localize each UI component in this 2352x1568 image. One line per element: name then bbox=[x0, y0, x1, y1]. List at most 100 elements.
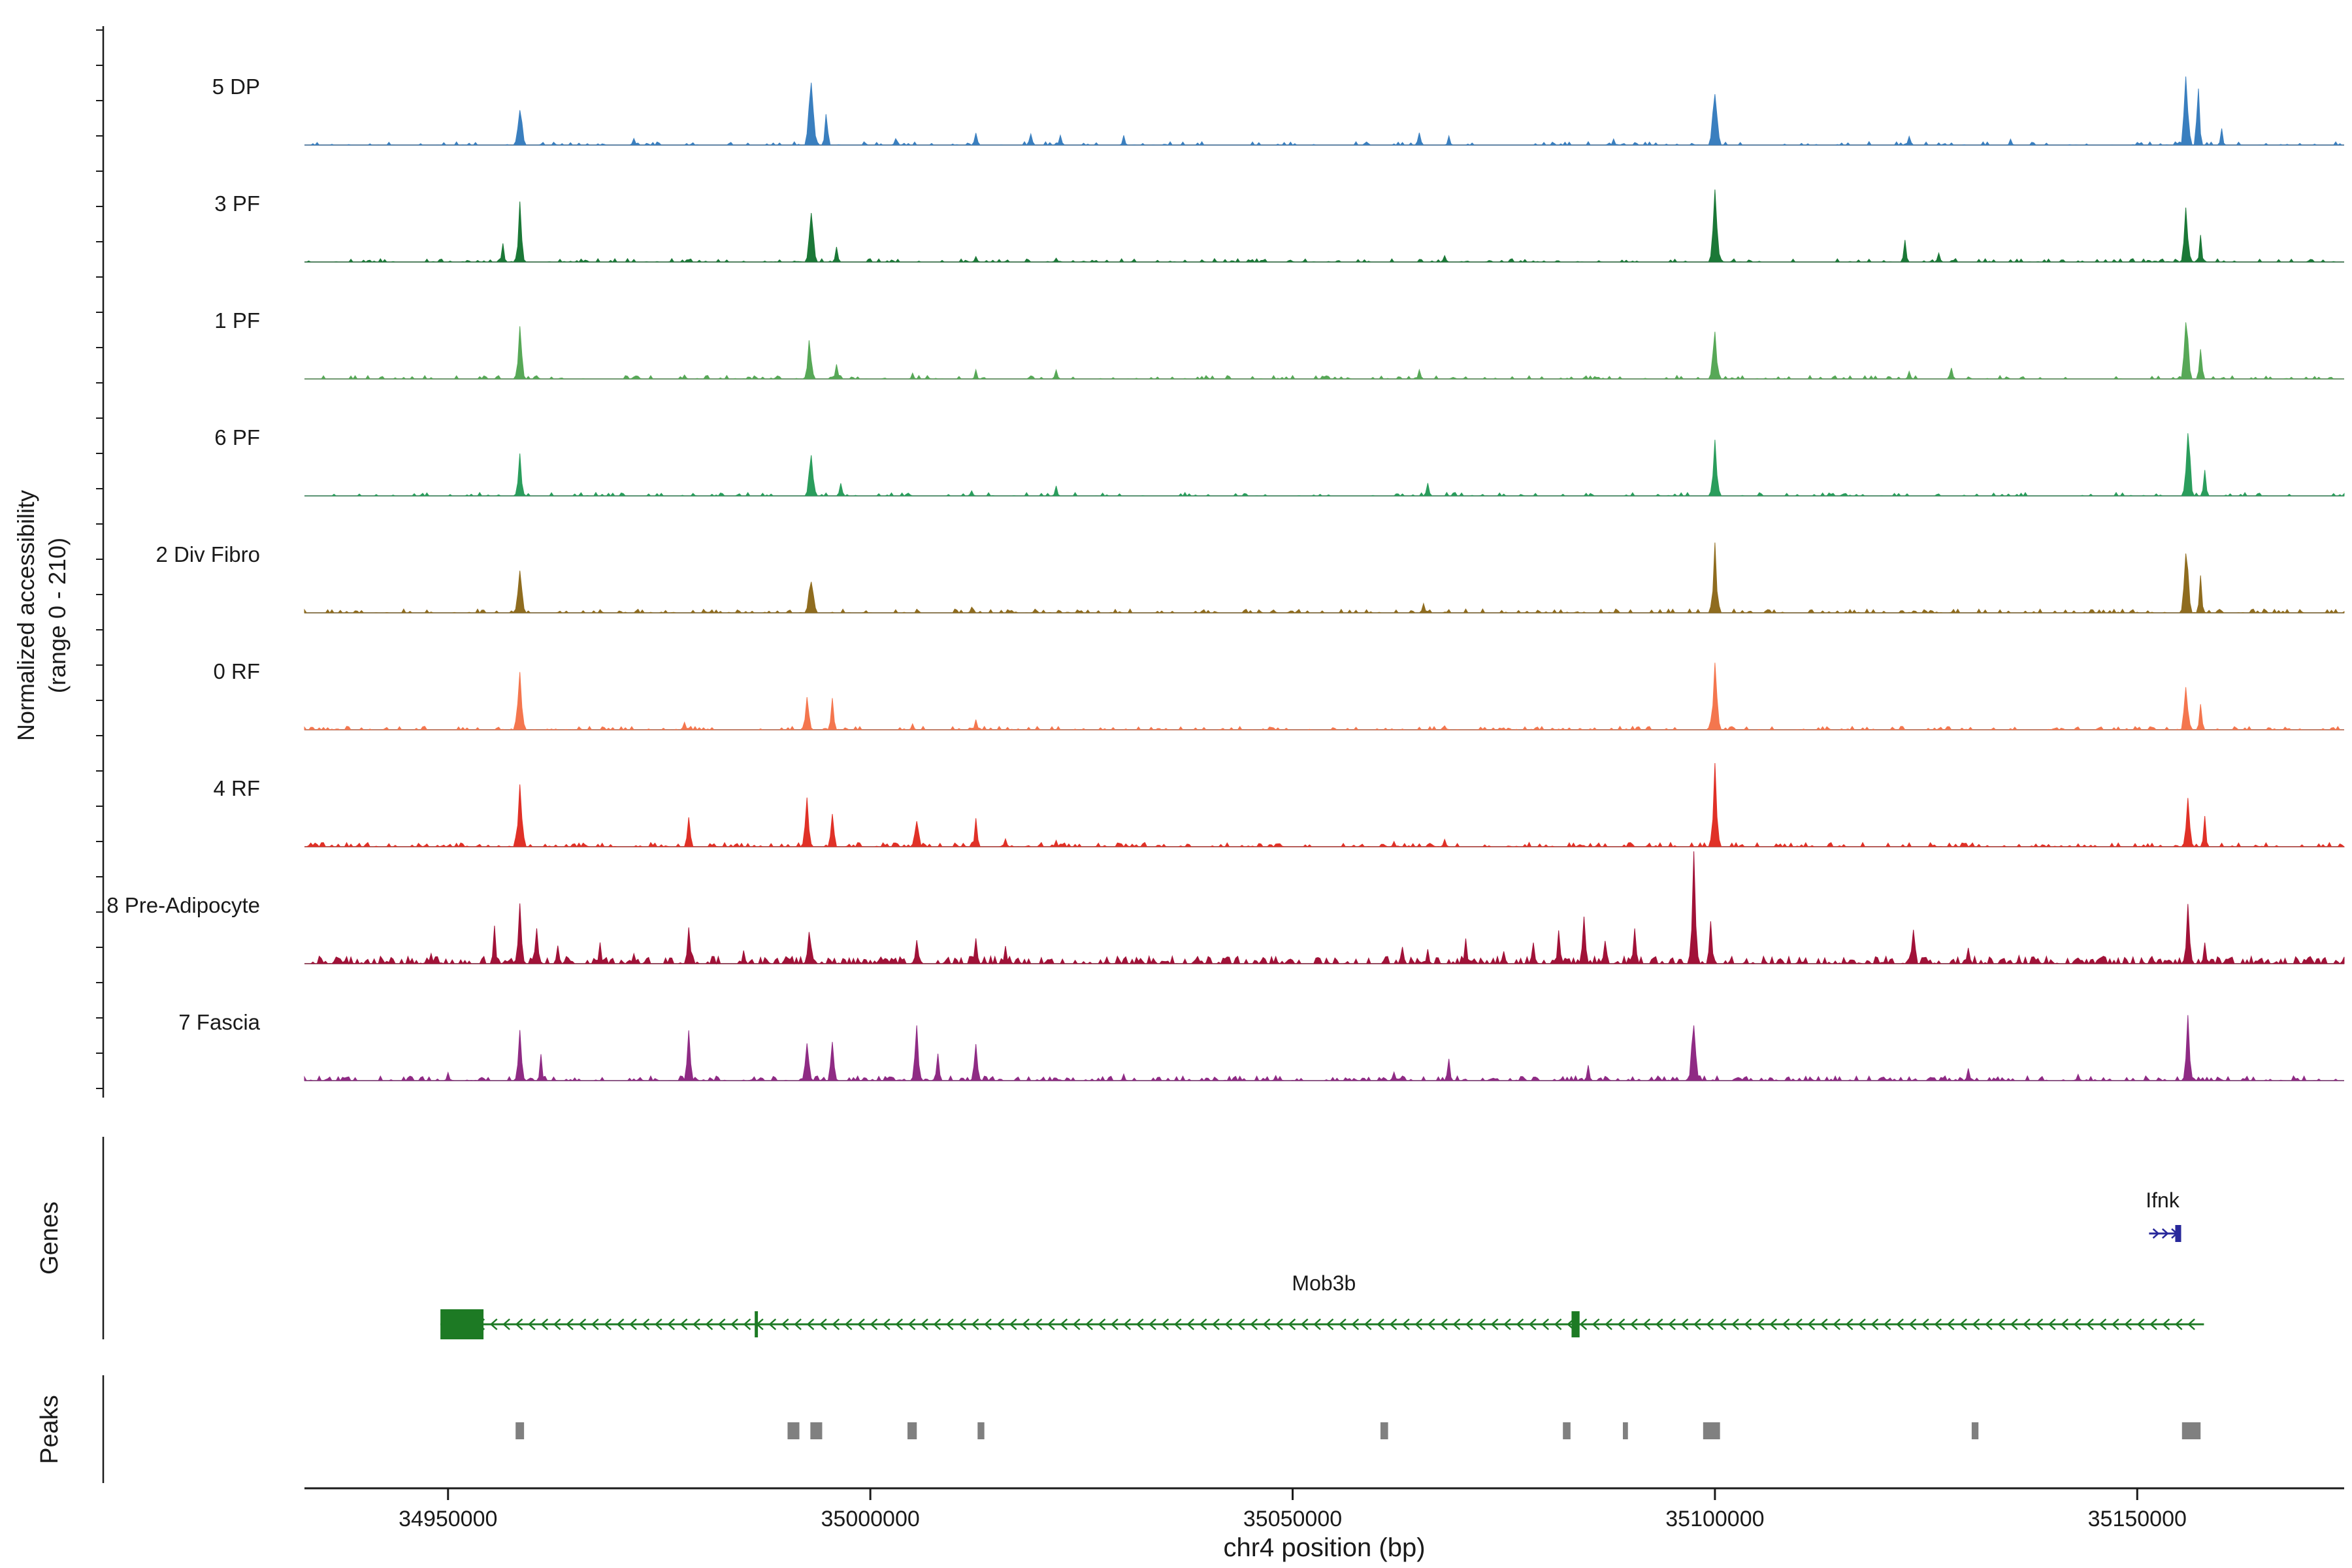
gene-strand-arrow-icon bbox=[679, 1318, 688, 1330]
gene-strand-arrow-icon bbox=[882, 1318, 890, 1330]
gene-strand-arrow-icon bbox=[1820, 1318, 1828, 1330]
signal-track-0 bbox=[304, 76, 2344, 146]
gene-strand-arrow-icon bbox=[984, 1318, 992, 1330]
gene-strand-arrow-icon bbox=[2086, 1318, 2094, 1330]
gene-strand-arrow-icon bbox=[1085, 1318, 1093, 1330]
peak-region bbox=[2181, 1422, 2201, 1439]
gene-strand-arrow-icon bbox=[1782, 1318, 1790, 1330]
x-axis-tick-label: 34950000 bbox=[399, 1507, 497, 1531]
gene-strand-arrow-icon bbox=[2162, 1318, 2170, 1330]
gene-exon-box bbox=[440, 1309, 484, 1339]
signal-track-3 bbox=[304, 433, 2345, 497]
gene-strand-arrow-icon bbox=[1921, 1318, 1929, 1330]
gene-strand-arrow-icon bbox=[1630, 1318, 1638, 1330]
gene-strand-arrow-icon bbox=[1199, 1318, 1207, 1330]
gene-strand-arrow-icon bbox=[1149, 1318, 1156, 1330]
gene-strand-arrow-icon bbox=[1377, 1318, 1384, 1330]
gene-strand-arrow-icon bbox=[1845, 1318, 1854, 1330]
gene-strand-arrow-icon bbox=[1680, 1318, 1689, 1330]
gene-strand-arrow-icon bbox=[1997, 1318, 2006, 1330]
gene-strand-arrow-icon bbox=[1706, 1318, 1714, 1330]
gene-strand-arrow-icon bbox=[907, 1318, 916, 1330]
peak-region bbox=[515, 1422, 525, 1439]
gene-strand-arrow-icon bbox=[743, 1318, 751, 1330]
gene-strand-arrow-icon bbox=[1427, 1318, 1435, 1330]
signal-track-5 bbox=[304, 662, 2344, 730]
signal-track-4 bbox=[304, 542, 2345, 613]
gene-strand-arrow-icon bbox=[1579, 1318, 1588, 1330]
gene-strand-arrow-icon bbox=[2073, 1318, 2082, 1330]
gene-strand-arrow-icon bbox=[1668, 1318, 1676, 1330]
gene-strand-arrow-icon bbox=[1402, 1318, 1410, 1330]
peak-region bbox=[810, 1422, 823, 1439]
gene-strand-arrow-icon bbox=[1769, 1318, 1778, 1330]
gene-strand-arrow-icon bbox=[1908, 1318, 1917, 1330]
gene-strand-arrow-icon bbox=[1173, 1318, 1182, 1330]
gene-strand-arrow-icon bbox=[1212, 1318, 1220, 1330]
x-axis-tick-label: 35000000 bbox=[821, 1507, 920, 1531]
gene-strand-arrow-icon bbox=[1060, 1318, 1068, 1330]
gene-strand-arrow-icon bbox=[1339, 1318, 1347, 1330]
genes-section-label: Genes bbox=[36, 1201, 63, 1275]
gene-strand-arrow-icon bbox=[1605, 1318, 1612, 1330]
gene-strand-arrow-icon bbox=[1072, 1318, 1081, 1330]
gene-strand-arrow-icon bbox=[1642, 1318, 1651, 1330]
x-axis-title: chr4 position (bp) bbox=[1223, 1533, 1425, 1562]
gene-strand-arrow-icon bbox=[971, 1318, 979, 1330]
gene-strand-arrow-icon bbox=[2099, 1318, 2107, 1330]
gene-strand-arrow-icon bbox=[1452, 1318, 1461, 1330]
x-axis-tick-label: 35100000 bbox=[1665, 1507, 1764, 1531]
gene-strand-arrow-icon bbox=[1262, 1318, 1271, 1330]
gene-strand-arrow-icon bbox=[502, 1318, 510, 1330]
gene-strand-arrow-icon bbox=[1693, 1318, 1701, 1330]
gene-strand-arrow-icon bbox=[832, 1318, 840, 1330]
gene-strand-arrow-icon bbox=[1364, 1318, 1372, 1330]
gene-strand-arrow-icon bbox=[958, 1318, 967, 1330]
gene-strand-arrow-icon bbox=[2136, 1318, 2145, 1330]
gene-strand-arrow-icon bbox=[945, 1318, 954, 1330]
gene-strand-arrow-icon bbox=[1111, 1318, 1119, 1330]
gene-strand-arrow-icon bbox=[1503, 1318, 1511, 1330]
gene-strand-arrow-icon bbox=[1326, 1318, 1334, 1330]
signal-track-1 bbox=[304, 189, 2344, 263]
gene-strand-arrow-icon bbox=[667, 1318, 676, 1330]
gene-strand-arrow-icon bbox=[1389, 1318, 1397, 1330]
genes-track: Mob3b Ifnk bbox=[440, 1188, 2204, 1339]
gene-strand-arrow-icon bbox=[2023, 1318, 2031, 1330]
gene-strand-arrow-icon bbox=[2048, 1318, 2056, 1330]
gene-exon-box bbox=[2175, 1225, 2181, 1242]
x-axis-tick-label: 35150000 bbox=[2088, 1507, 2187, 1531]
track-label: 4 RF bbox=[213, 776, 260, 800]
gene-strand-arrow-icon bbox=[768, 1318, 777, 1330]
gene-strand-arrow-icon bbox=[717, 1318, 726, 1330]
gene-strand-arrow-icon bbox=[1478, 1318, 1486, 1330]
gene-strand-arrow-icon bbox=[819, 1318, 827, 1330]
axis-brackets bbox=[96, 26, 105, 1483]
peak-region bbox=[1380, 1422, 1388, 1439]
gene-strand-arrow-icon bbox=[540, 1318, 549, 1330]
gene-strand-arrow-icon bbox=[1833, 1318, 1841, 1330]
peak-region bbox=[787, 1422, 800, 1439]
gene-strand-arrow-icon bbox=[1275, 1318, 1283, 1330]
gene-exon-mark bbox=[1571, 1311, 1580, 1337]
gene-strand-arrow-icon bbox=[933, 1318, 941, 1330]
gene-strand-arrow-icon bbox=[1896, 1318, 1904, 1330]
gene-strand-arrow-icon bbox=[1744, 1318, 1752, 1330]
gene-strand-arrow-icon bbox=[1870, 1318, 1879, 1330]
gene-strand-arrow-icon bbox=[1022, 1318, 1030, 1330]
gene-strand-arrow-icon bbox=[1554, 1318, 1562, 1330]
gene-exon-mark bbox=[755, 1311, 759, 1337]
gene-strand-arrow-icon bbox=[578, 1318, 587, 1330]
gene-strand-arrow-icon bbox=[591, 1318, 599, 1330]
gene-strand-arrow-icon bbox=[1288, 1318, 1296, 1330]
gene-strand-arrow-icon bbox=[895, 1318, 904, 1330]
peaks-section-label: Peaks bbox=[36, 1395, 63, 1464]
gene-strand-arrow-icon bbox=[1807, 1318, 1816, 1330]
gene-strand-arrow-icon bbox=[705, 1318, 713, 1330]
gene-strand-arrow-icon bbox=[1516, 1318, 1524, 1330]
peak-region bbox=[1563, 1422, 1571, 1439]
gene-strand-arrow-icon bbox=[1414, 1318, 1423, 1330]
gene-strand-arrow-icon bbox=[1465, 1318, 1473, 1330]
track-label: 7 Fascia bbox=[178, 1010, 260, 1034]
